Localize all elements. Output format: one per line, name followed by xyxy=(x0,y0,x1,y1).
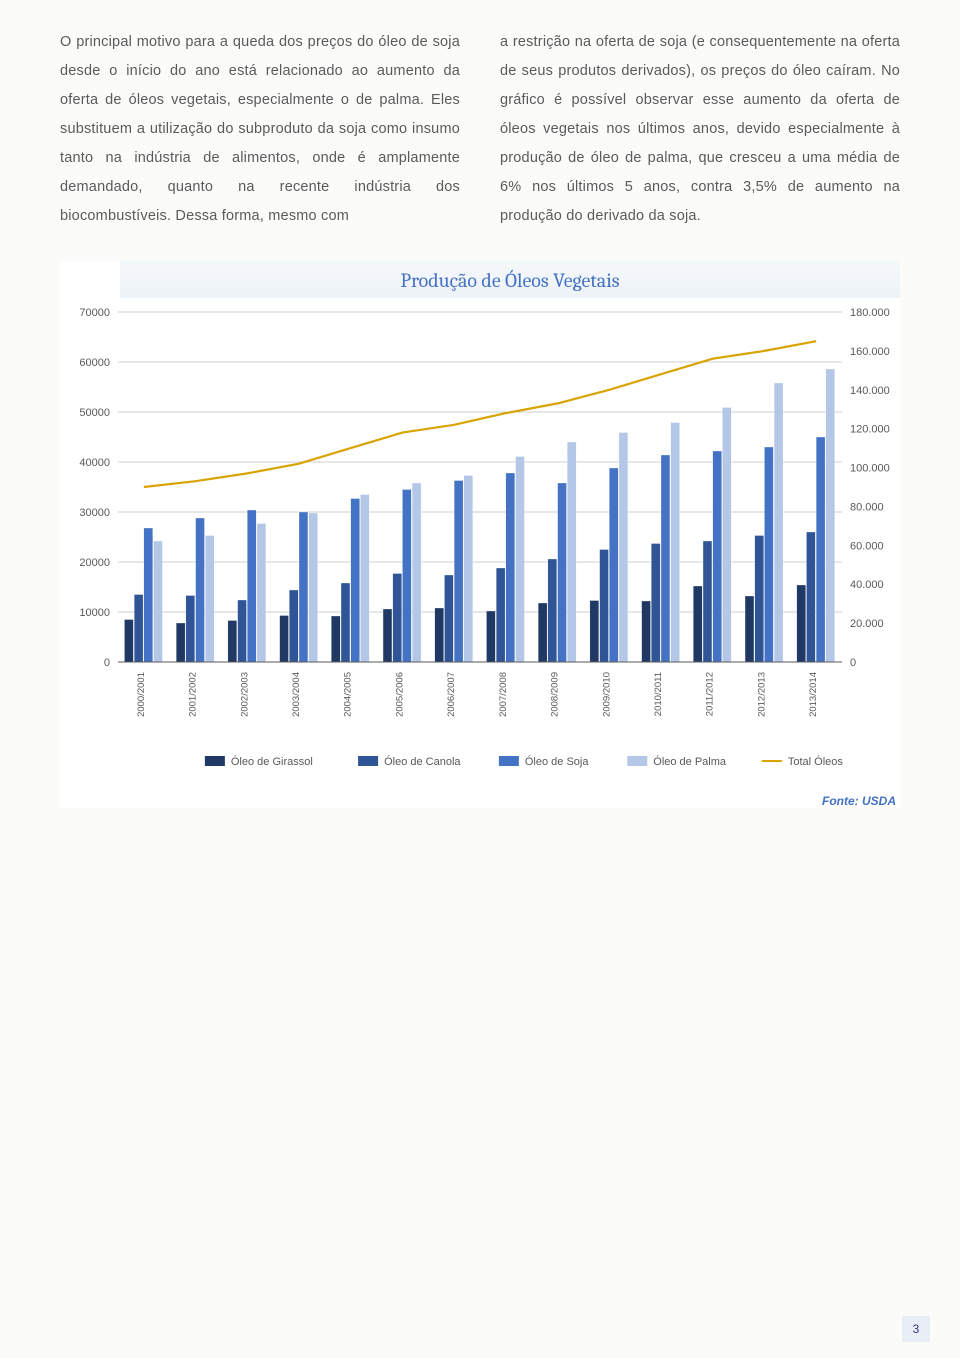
chart-container: Produção de Óleos Vegetais 0 10000 20000 30… xyxy=(60,261,900,808)
svg-text:60.000: 60.000 xyxy=(850,540,884,552)
svg-text:2009/2010: 2009/2010 xyxy=(601,672,612,717)
svg-text:2003/2004: 2003/2004 xyxy=(291,672,302,717)
svg-text:60000: 60000 xyxy=(79,357,110,369)
svg-text:2011/2012: 2011/2012 xyxy=(705,672,716,716)
svg-text:140.000: 140.000 xyxy=(850,385,890,397)
svg-text:Óleo de Palma: Óleo de Palma xyxy=(653,755,727,768)
svg-text:2007/2008: 2007/2008 xyxy=(498,672,509,717)
svg-text:Óleo de Canola: Óleo de Canola xyxy=(384,755,461,768)
svg-text:70000: 70000 xyxy=(79,307,110,319)
svg-text:Total Óleos: Total Óleos xyxy=(788,755,844,768)
svg-text:2012/2013: 2012/2013 xyxy=(756,672,767,717)
svg-text:120.000: 120.000 xyxy=(850,424,890,436)
svg-text:0: 0 xyxy=(850,657,856,669)
svg-text:180.000: 180.000 xyxy=(850,307,890,319)
svg-text:Óleo de Soja: Óleo de Soja xyxy=(525,755,589,768)
svg-text:20.000: 20.000 xyxy=(850,618,884,630)
svg-text:Óleo de Girassol: Óleo de Girassol xyxy=(231,755,313,768)
oil-production-chart: 0 10000 20000 30000 40000 50000 60000 70000 0 20.… xyxy=(60,298,900,788)
page-number: 3 xyxy=(902,1316,930,1342)
svg-text:80.000: 80.000 xyxy=(850,501,884,513)
svg-text:2001/2002: 2001/2002 xyxy=(188,672,199,717)
svg-text:2000/2001: 2000/2001 xyxy=(136,672,147,717)
svg-text:2004/2005: 2004/2005 xyxy=(343,672,354,717)
svg-text:100.000: 100.000 xyxy=(850,463,890,475)
svg-text:50000: 50000 xyxy=(79,407,110,419)
svg-text:10000: 10000 xyxy=(79,607,110,619)
chart-title: Produção de Óleos Vegetais xyxy=(120,261,900,298)
svg-text:2005/2006: 2005/2006 xyxy=(394,672,405,717)
svg-text:0: 0 xyxy=(104,657,110,669)
svg-text:40.000: 40.000 xyxy=(850,579,884,591)
svg-text:160.000: 160.000 xyxy=(850,346,890,358)
chart-source: Fonte: USDA xyxy=(60,794,900,808)
svg-text:2013/2014: 2013/2014 xyxy=(808,672,819,717)
column-left: O principal motivo para a queda dos preç… xyxy=(60,28,460,231)
column-right: a restrição na oferta de soja (e consequ… xyxy=(500,28,900,231)
svg-text:2010/2011: 2010/2011 xyxy=(653,672,664,716)
body-text: O principal motivo para a queda dos preç… xyxy=(60,28,900,231)
svg-text:30000: 30000 xyxy=(79,507,110,519)
svg-text:20000: 20000 xyxy=(79,557,110,569)
svg-text:2008/2009: 2008/2009 xyxy=(550,672,561,717)
svg-text:2002/2003: 2002/2003 xyxy=(239,672,250,717)
svg-text:2006/2007: 2006/2007 xyxy=(446,672,457,717)
svg-text:40000: 40000 xyxy=(79,457,110,469)
